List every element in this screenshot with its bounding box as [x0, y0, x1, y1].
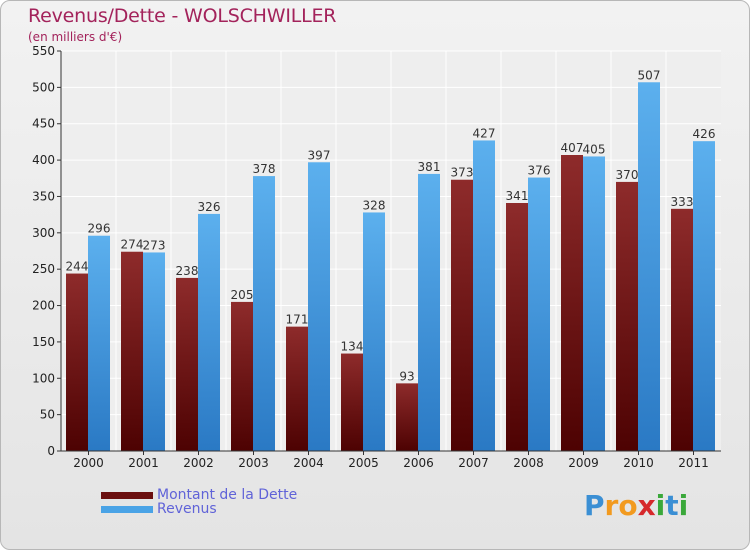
bar-dette-2009	[561, 155, 583, 451]
bar-revenus-2009	[583, 156, 605, 452]
x-tick-label: 2007	[458, 456, 489, 470]
legend-item-debt: Montant de la Dette	[101, 487, 298, 503]
y-tick-label: 550	[32, 44, 55, 58]
y-tick-label: 200	[32, 299, 55, 313]
value-label-revenus-2003: 378	[253, 162, 276, 176]
logo-letter: P	[584, 489, 605, 522]
value-label-revenus-2009: 405	[583, 142, 606, 156]
value-label-dette-2000: 244	[66, 260, 89, 274]
logo-letter: t	[665, 489, 679, 522]
x-tick-label: 2006	[403, 456, 434, 470]
bar-dette-2000	[66, 273, 88, 451]
value-label-revenus-2001: 273	[143, 238, 166, 252]
value-label-revenus-2004: 397	[308, 148, 331, 162]
bar-revenus-2011	[693, 141, 715, 451]
bar-revenus-2005	[363, 212, 385, 451]
bar-dette-2003	[231, 301, 253, 451]
bar-revenus-2001	[143, 252, 165, 451]
bar-revenus-2010	[638, 82, 660, 451]
value-label-revenus-2005: 328	[363, 198, 386, 212]
bar-revenus-2003	[253, 176, 275, 451]
x-tick-label: 2009	[568, 456, 599, 470]
axis-layer: 0 50 100 150 200 250 300 350 400 450 500 550 2000 200…	[32, 44, 721, 470]
bars-layer	[66, 82, 715, 452]
bar-dette-2001	[121, 251, 143, 451]
value-label-revenus-2006: 381	[418, 160, 441, 174]
labels-layer: 244 296 274 273 238 326 205 378 171 397 134 328 93 38…	[66, 68, 716, 383]
proxiti-logo: Proxiti	[584, 489, 688, 522]
bar-revenus-2008	[528, 177, 550, 451]
legend-swatch-revenus	[101, 505, 153, 513]
y-tick-label: 0	[47, 444, 55, 458]
bar-dette-2011	[671, 208, 693, 451]
bar-dette-2004	[286, 326, 308, 451]
legend-label-revenus: Revenus	[157, 501, 217, 517]
y-tick-label: 100	[32, 371, 55, 385]
x-tick-label: 2003	[238, 456, 269, 470]
x-tick-label: 2005	[348, 456, 379, 470]
x-tick-label: 2000	[73, 456, 104, 470]
bar-revenus-2006	[418, 173, 440, 451]
logo-letter: r	[604, 489, 619, 522]
grid-layer	[61, 50, 721, 452]
value-label-dette-2008: 341	[506, 189, 529, 203]
value-label-dette-2009: 407	[561, 141, 584, 155]
y-tick-label: 300	[32, 226, 55, 240]
bar-dette-2002	[176, 277, 198, 451]
y-tick-label: 150	[32, 335, 55, 349]
value-label-dette-2001: 274	[121, 238, 144, 252]
value-label-revenus-2011: 426	[693, 127, 716, 141]
value-label-revenus-2008: 376	[528, 164, 551, 178]
bar-dette-2008	[506, 203, 528, 451]
x-tick-label: 2008	[513, 456, 544, 470]
value-label-dette-2004: 171	[286, 313, 309, 327]
value-label-revenus-2002: 326	[198, 200, 221, 214]
value-label-dette-2007: 373	[451, 166, 474, 180]
logo-letter: i	[655, 489, 666, 522]
bar-revenus-2004	[308, 162, 330, 452]
y-tick-label: 400	[32, 153, 55, 167]
value-label-dette-2011: 333	[671, 195, 694, 209]
logo-letter: i	[678, 489, 689, 522]
x-tick-label: 2002	[183, 456, 214, 470]
chart-subtitle: (en milliers d'€)	[28, 30, 123, 44]
y-tick-label: 500	[32, 80, 55, 94]
bar-dette-2010	[616, 181, 638, 451]
bar-revenus-2000	[88, 235, 110, 451]
value-label-dette-2003: 205	[231, 288, 254, 302]
logo-letter: o	[618, 489, 638, 522]
y-tick-label: 350	[32, 189, 55, 203]
x-tick-label: 2004	[293, 456, 324, 470]
value-label-dette-2005: 134	[341, 340, 364, 354]
x-tick-label: 2011	[678, 456, 709, 470]
logo-letter: x	[637, 489, 656, 522]
value-label-dette-2006: 93	[399, 369, 414, 383]
y-tick-label: 450	[32, 117, 55, 131]
bar-dette-2006	[396, 383, 418, 451]
bar-dette-2005	[341, 353, 363, 451]
value-label-revenus-2000: 296	[88, 222, 111, 236]
y-tick-label: 250	[32, 262, 55, 276]
legend-label-debt: Montant de la Dette	[157, 487, 298, 503]
legend-item-revenus: Revenus	[101, 501, 217, 517]
legend-swatch-debt	[101, 491, 153, 499]
bar-revenus-2002	[198, 213, 220, 451]
value-label-dette-2010: 370	[616, 168, 639, 182]
chart-title: Revenus/Dette - WOLSCHWILLER	[28, 5, 337, 27]
bar-revenus-2007	[473, 140, 495, 452]
value-label-dette-2002: 238	[176, 264, 199, 278]
bar-dette-2007	[451, 179, 473, 451]
x-tick-label: 2010	[623, 456, 654, 470]
y-tick-label: 50	[40, 408, 55, 422]
value-label-revenus-2010: 507	[638, 68, 661, 82]
x-tick-label: 2001	[128, 456, 159, 470]
value-label-revenus-2007: 427	[473, 126, 496, 140]
